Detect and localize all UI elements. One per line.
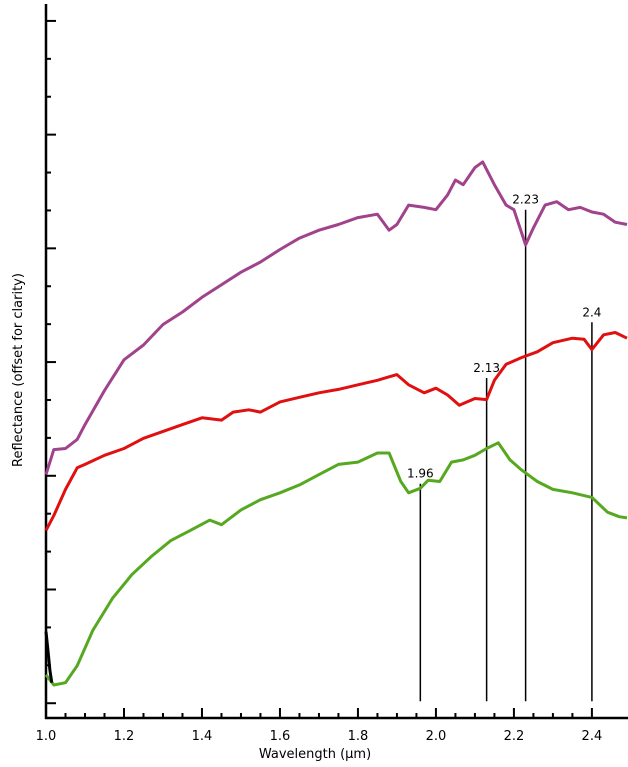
x-tick-label: 2.0	[426, 729, 447, 744]
series-line	[44, 160, 628, 476]
x-tick-label: 1.4	[192, 729, 213, 744]
x-axis-label: Wavelength (µm)	[259, 747, 371, 762]
x-tick-label: 2.2	[504, 729, 525, 744]
annotation-label: 2.4	[582, 305, 601, 319]
x-tick-label: 1.8	[348, 729, 369, 744]
annotation-label: 2.13	[473, 361, 500, 375]
series-line	[44, 631, 54, 683]
annotation-label: 1.96	[407, 467, 434, 481]
x-tick-label: 1.6	[270, 729, 291, 744]
y-axis-label: Reflectance (offset for clarity)	[11, 273, 26, 467]
x-tick-label: 2.4	[582, 729, 603, 744]
x-tick-label: 1.0	[36, 729, 57, 744]
series-line	[44, 331, 628, 532]
x-tick-label: 1.2	[114, 729, 135, 744]
series-line	[44, 441, 628, 687]
annotation-label: 2.23	[512, 193, 539, 207]
